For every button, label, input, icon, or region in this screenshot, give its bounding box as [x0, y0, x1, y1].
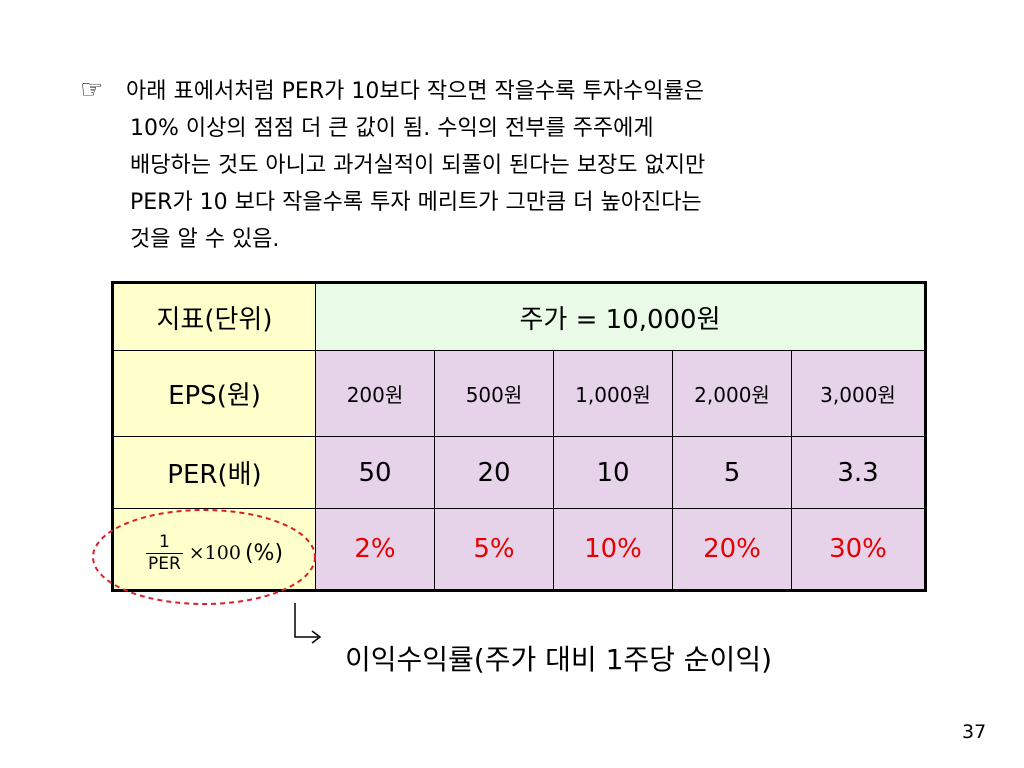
per-row: PER(배) 50 20 10 5 3.3 — [112, 436, 926, 509]
eps-label-cell: EPS(원) — [112, 350, 316, 437]
fraction-numerator: 1 — [158, 531, 170, 552]
eps-value-cell: 200원 — [315, 350, 435, 437]
yield-value-cell: 2% — [315, 508, 435, 591]
intro-line-3: 배당하는 것도 아니고 과거실적이 되풀이 된다는 보장도 없지만 — [130, 153, 706, 178]
intro-line-5: 것을 알 수 있음. — [130, 227, 280, 252]
percent-unit: (%) — [244, 540, 284, 566]
yield-formula: 1 PER ×100 (%) — [145, 531, 284, 575]
per-value-cell: 10 — [553, 436, 673, 509]
indicator-header-cell: 지표(단위) — [112, 282, 316, 351]
per-value-cell: 20 — [434, 436, 554, 509]
eps-value-cell: 3,000원 — [791, 350, 926, 437]
eps-value-cell: 500원 — [434, 350, 554, 437]
header-row: 지표(단위) 주가 = 10,000원 — [112, 282, 926, 351]
yield-row: 1 PER ×100 (%) 2% 5% 10% 20% 30% — [112, 508, 926, 591]
arrow-head-icon — [311, 630, 322, 644]
eps-row: EPS(원) 200원 500원 1,000원 2,000원 3,000원 — [112, 350, 926, 437]
yield-value-cell: 20% — [672, 508, 792, 591]
eps-value-cell: 2,000원 — [672, 350, 792, 437]
stock-price-header-cell: 주가 = 10,000원 — [315, 282, 926, 351]
eps-value-cell: 1,000원 — [553, 350, 673, 437]
yield-value-cell: 10% — [553, 508, 673, 591]
per-label-cell: PER(배) — [112, 436, 316, 509]
earnings-yield-caption: 이익수익률(주가 대비 1주당 순이익) — [345, 643, 773, 676]
per-fraction: 1 PER — [145, 531, 183, 575]
pointing-hand-icon: ☞ — [80, 75, 104, 105]
intro-line-1: ☞ 아래 표에서처럼 PER가 10보다 작으면 작을수록 투자수익률은 — [80, 72, 960, 110]
per-value-cell: 50 — [315, 436, 435, 509]
multiplier: ×100 — [188, 542, 241, 564]
per-table: 지표(단위) 주가 = 10,000원 EPS(원) 200원 500원 1,0… — [111, 281, 927, 592]
intro-line-2: 10% 이상의 점점 더 큰 값이 됨. 수익의 전부를 주주에게 — [130, 116, 654, 141]
yield-value-cell: 5% — [434, 508, 554, 591]
intro-line-4: PER가 10 보다 작을수록 투자 메리트가 그만큼 더 높아진다는 — [130, 190, 702, 215]
caption-connector-line — [294, 603, 318, 638]
fraction-denominator: PER — [145, 552, 183, 574]
yield-value-cell: 30% — [791, 508, 926, 591]
per-value-cell: 3.3 — [791, 436, 926, 509]
yield-formula-cell: 1 PER ×100 (%) — [112, 508, 316, 591]
page-number: 37 — [962, 721, 987, 743]
per-value-cell: 5 — [672, 436, 792, 509]
intro-text: ☞ 아래 표에서처럼 PER가 10보다 작으면 작을수록 투자수익률은 10% … — [80, 72, 960, 258]
intro-line-1-text: 아래 표에서처럼 PER가 10보다 작으면 작을수록 투자수익률은 — [126, 79, 704, 104]
